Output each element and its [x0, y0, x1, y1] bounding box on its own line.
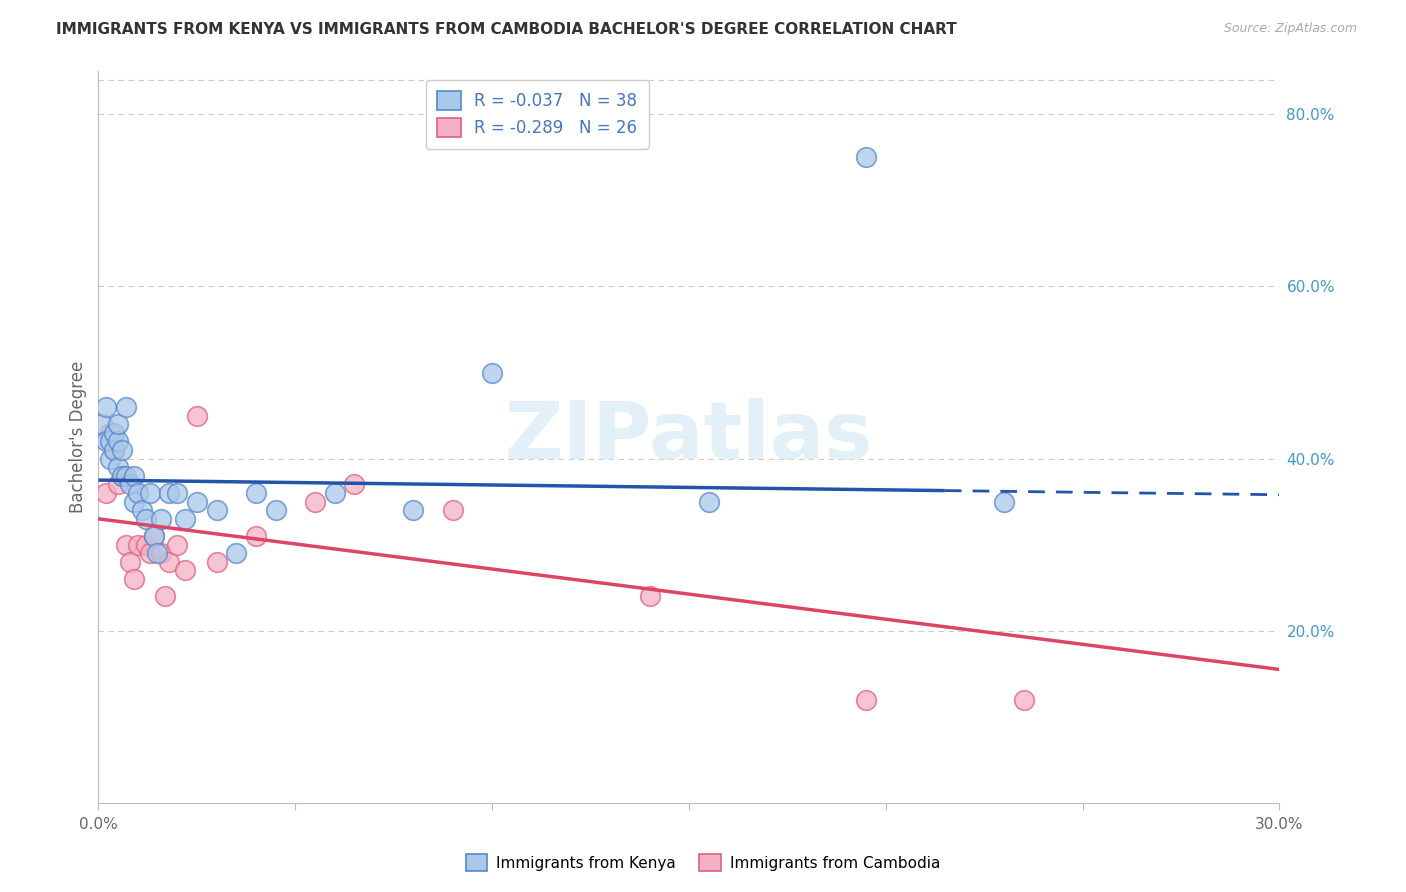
Point — [103, 442, 125, 457]
Point — [98, 434, 121, 449]
Point — [111, 468, 134, 483]
Point — [96, 434, 118, 449]
Point — [155, 589, 177, 603]
Point — [127, 486, 149, 500]
Point — [111, 442, 134, 457]
Point — [323, 486, 346, 500]
Point — [111, 468, 134, 483]
Point — [107, 477, 129, 491]
Point — [138, 546, 160, 560]
Y-axis label: Bachelor's Degree: Bachelor's Degree — [69, 361, 87, 513]
Point — [638, 589, 661, 603]
Point — [174, 512, 197, 526]
Point — [245, 529, 267, 543]
Point — [107, 434, 129, 449]
Point — [122, 494, 145, 508]
Point — [157, 555, 180, 569]
Point — [107, 417, 129, 432]
Point — [697, 494, 720, 508]
Point — [118, 555, 141, 569]
Point — [166, 538, 188, 552]
Point — [96, 400, 118, 414]
Point — [135, 512, 157, 526]
Point — [441, 503, 464, 517]
Point — [205, 555, 228, 569]
Point — [225, 546, 247, 560]
Point — [205, 503, 228, 517]
Legend: Immigrants from Kenya, Immigrants from Cambodia: Immigrants from Kenya, Immigrants from C… — [460, 848, 946, 877]
Point — [142, 529, 165, 543]
Point — [157, 486, 180, 500]
Point — [245, 486, 267, 500]
Point — [138, 486, 160, 500]
Point — [103, 425, 125, 440]
Point — [131, 503, 153, 517]
Point — [150, 512, 173, 526]
Point — [135, 538, 157, 552]
Point — [96, 486, 118, 500]
Point — [115, 400, 138, 414]
Point — [142, 529, 165, 543]
Point — [118, 477, 141, 491]
Point — [186, 494, 208, 508]
Point — [166, 486, 188, 500]
Point — [122, 572, 145, 586]
Text: Source: ZipAtlas.com: Source: ZipAtlas.com — [1223, 22, 1357, 36]
Point — [122, 468, 145, 483]
Point — [146, 546, 169, 560]
Point — [186, 409, 208, 423]
Point — [481, 366, 503, 380]
Text: ZIPatlas: ZIPatlas — [505, 398, 873, 476]
Point — [115, 538, 138, 552]
Point — [343, 477, 366, 491]
Point — [115, 468, 138, 483]
Point — [855, 150, 877, 164]
Point — [402, 503, 425, 517]
Point — [304, 494, 326, 508]
Point — [150, 546, 173, 560]
Point — [855, 692, 877, 706]
Legend: R = -0.037   N = 38, R = -0.289   N = 26: R = -0.037 N = 38, R = -0.289 N = 26 — [426, 79, 648, 149]
Point — [98, 451, 121, 466]
Point — [174, 564, 197, 578]
Point — [993, 494, 1015, 508]
Point — [103, 442, 125, 457]
Point — [91, 417, 114, 432]
Point — [1012, 692, 1035, 706]
Point — [127, 538, 149, 552]
Point — [264, 503, 287, 517]
Point — [107, 460, 129, 475]
Text: IMMIGRANTS FROM KENYA VS IMMIGRANTS FROM CAMBODIA BACHELOR'S DEGREE CORRELATION : IMMIGRANTS FROM KENYA VS IMMIGRANTS FROM… — [56, 22, 957, 37]
Point — [98, 425, 121, 440]
